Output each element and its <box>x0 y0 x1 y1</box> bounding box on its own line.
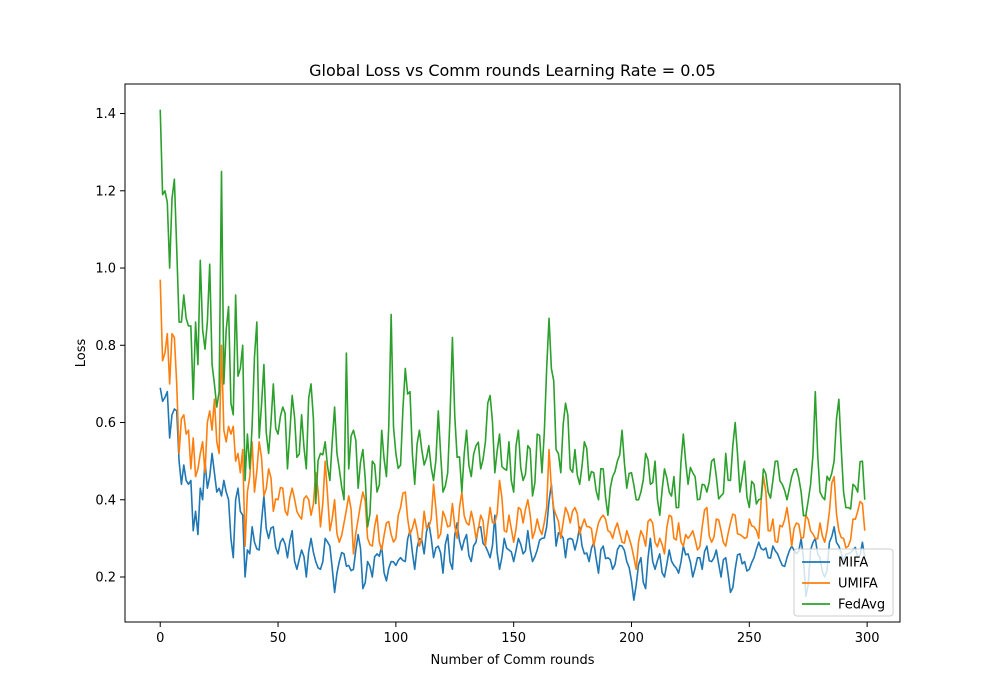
x-tick-label: 0 <box>156 631 164 646</box>
x-tick-label: 300 <box>855 631 880 646</box>
y-tick-label: 0.2 <box>95 571 116 586</box>
x-axis-ticks: 0 50 100 150 200 250 300 <box>156 622 880 646</box>
x-tick-label: 150 <box>501 631 526 646</box>
y-tick-label: 1.2 <box>95 184 116 199</box>
x-tick-label: 250 <box>737 631 762 646</box>
series-group <box>159 109 866 601</box>
x-tick-label: 200 <box>619 631 644 646</box>
y-tick-label: 0.4 <box>95 493 116 508</box>
x-axis-title: Number of Comm rounds <box>430 653 594 668</box>
x-tick-label: 100 <box>383 631 408 646</box>
series-line-fedavg <box>159 109 866 528</box>
legend-item-umifa: UMIFA <box>802 577 878 592</box>
legend-label-umifa: UMIFA <box>838 577 878 592</box>
legend-item-mifa: MIFA <box>802 556 868 571</box>
y-tick-label: 1.4 <box>95 107 116 122</box>
x-tick-label: 50 <box>270 631 287 646</box>
axes-spines <box>124 83 901 623</box>
chart-title: Global Loss vs Comm rounds Learning Rate… <box>309 61 716 80</box>
legend-label-fedavg: FedAvg <box>838 598 885 613</box>
y-tick-label: 0.8 <box>95 339 116 354</box>
y-axis-ticks: 0.2 0.4 0.6 0.8 1.0 1.2 1.4 <box>95 107 125 586</box>
series-line-umifa <box>159 279 866 571</box>
legend: MIFA UMIFA FedAvg <box>793 548 894 617</box>
legend-box <box>793 548 894 617</box>
series-line-mifa <box>159 387 866 601</box>
axes-frame <box>124 83 901 623</box>
legend-label-mifa: MIFA <box>838 556 868 571</box>
y-tick-label: 1.0 <box>95 262 116 277</box>
y-axis-title: Loss <box>74 339 89 368</box>
y-tick-label: 0.6 <box>95 416 116 431</box>
legend-item-fedavg: FedAvg <box>802 598 885 613</box>
